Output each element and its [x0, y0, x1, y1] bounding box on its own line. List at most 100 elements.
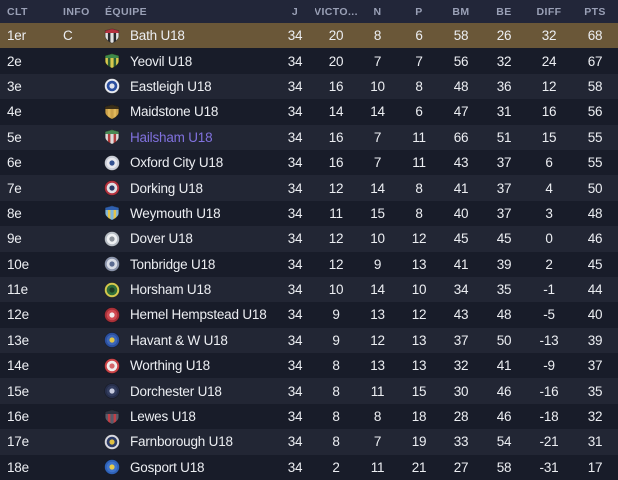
table-row[interactable]: 6e Oxford City U18 34 16 7 11 43 37 6 55: [0, 149, 618, 176]
goals-against-cell: 37: [496, 155, 512, 171]
draws-cell: 11: [370, 383, 385, 399]
table-row[interactable]: 1er C Bath U18 34 20 8 6 58 26 32 68: [0, 23, 618, 49]
played-cell: 34: [287, 332, 303, 348]
goals-against-cell: 54: [496, 434, 512, 450]
table-row[interactable]: 7e Dorking U18 34 12 14 8 41 37 4 50: [0, 175, 618, 201]
goal-diff-cell: 32: [541, 28, 557, 44]
info-cell: [52, 455, 98, 480]
team-name[interactable]: Tonbridge U18: [130, 256, 216, 272]
team-name[interactable]: Yeovil U18: [130, 53, 193, 69]
losses-cell: 13: [411, 332, 427, 348]
table-row[interactable]: 12e Hemel Hempstead U18 34 9 13 12 43 48…: [0, 302, 618, 328]
team-name[interactable]: Farnborough U18: [130, 434, 233, 450]
goals-for-cell: 45: [453, 231, 469, 247]
table-row[interactable]: 16e Lewes U18 34 8 8 18 28 46 -18 32: [0, 403, 618, 430]
team-name[interactable]: Lewes U18: [130, 409, 196, 425]
played-cell: 34: [287, 256, 303, 272]
info-cell: [52, 150, 98, 175]
maidstone-crest-icon: [104, 104, 120, 120]
team-name[interactable]: Bath U18: [130, 28, 185, 44]
team-name[interactable]: Horsham U18: [130, 282, 212, 298]
column-header-clt[interactable]: CLT: [7, 5, 28, 18]
losses-cell: 6: [415, 104, 423, 120]
team-name[interactable]: Worthing U18: [130, 358, 210, 374]
team-cell: Yeovil U18: [98, 48, 275, 73]
table-row[interactable]: 15e Dorchester U18 34 8 11 15 30 46 -16 …: [0, 378, 618, 404]
wins-cell: 12: [328, 180, 344, 196]
table-row[interactable]: 18e Gosport U18 34 2 11 21 27 58 -31 17: [0, 454, 618, 480]
column-header-victoires[interactable]: VICTO...: [315, 5, 357, 18]
losses-cell: 13: [411, 256, 427, 272]
team-cell: Dorking U18: [98, 175, 275, 200]
table-row[interactable]: 11e Horsham U18 34 10 14 10 34 35 -1 44: [0, 276, 618, 303]
table-row[interactable]: 5e Hailsham U18 34 16 7 11 66 51 15 55: [0, 124, 618, 150]
column-header-info[interactable]: INFO: [63, 5, 90, 18]
column-header-p[interactable]: P: [415, 5, 423, 18]
draws-cell: 8: [373, 28, 382, 44]
goals-for-cell: 43: [453, 155, 469, 171]
table-row[interactable]: 13e Havant & W U18 34 9 12 13 37 50 -13 …: [0, 327, 618, 354]
team-name[interactable]: Hemel Hempstead U18: [130, 307, 267, 323]
position-cell: 7e: [7, 180, 22, 196]
goals-for-cell: 66: [453, 129, 469, 145]
points-cell: 55: [587, 155, 603, 171]
worthing-crest-icon: [104, 358, 120, 374]
team-name[interactable]: Weymouth U18: [130, 205, 221, 221]
hemel-hempstead-crest-icon: [104, 307, 120, 323]
column-header-n[interactable]: N: [373, 5, 382, 18]
team-name[interactable]: Maidstone U18: [130, 104, 219, 120]
losses-cell: 7: [415, 53, 423, 69]
column-header-pts[interactable]: PTS: [584, 5, 606, 18]
goal-diff-cell: -31: [539, 459, 559, 475]
goal-diff-cell: 3: [545, 205, 553, 221]
table-row[interactable]: 10e Tonbridge U18 34 12 9 13 41 39 2 45: [0, 251, 618, 277]
team-name[interactable]: Eastleigh U18: [130, 78, 212, 94]
team-name[interactable]: Dorking U18: [130, 180, 203, 196]
table-row[interactable]: 14e Worthing U18 34 8 13 13 32 41 -9 37: [0, 353, 618, 379]
position-cell: 10e: [7, 256, 29, 272]
position-cell: 11e: [7, 282, 28, 298]
goal-diff-cell: 4: [545, 180, 553, 196]
played-cell: 34: [287, 129, 303, 145]
goals-for-cell: 37: [453, 332, 469, 348]
played-cell: 34: [287, 409, 303, 425]
table-row[interactable]: 3e Eastleigh U18 34 16 10 8 48 36 12 58: [0, 73, 618, 100]
position-cell: 17e: [7, 434, 29, 450]
goals-against-cell: 45: [496, 231, 512, 247]
yeovil-crest-icon: [104, 53, 120, 69]
team-name[interactable]: Havant & W U18: [130, 332, 228, 348]
team-name[interactable]: Gosport U18: [130, 459, 205, 475]
goals-against-cell: 35: [496, 282, 512, 298]
points-cell: 55: [587, 129, 603, 145]
column-header-equipe[interactable]: ÉQUIPE: [105, 5, 148, 18]
wins-cell: 8: [332, 358, 340, 374]
info-cell: [52, 302, 98, 327]
team-name[interactable]: Dover U18: [130, 231, 193, 247]
column-header-j[interactable]: J: [291, 5, 299, 18]
goals-for-cell: 56: [453, 53, 469, 69]
column-header-be[interactable]: BE: [496, 5, 512, 18]
team-name[interactable]: Oxford City U18: [130, 155, 224, 171]
wins-cell: 8: [332, 383, 340, 399]
column-header-diff[interactable]: DIFF: [536, 5, 562, 18]
team-name[interactable]: Dorchester U18: [130, 383, 222, 399]
losses-cell: 13: [411, 358, 427, 374]
team-cell: Hemel Hempstead U18: [98, 302, 275, 327]
table-row[interactable]: 4e Maidstone U18 34 14 14 6 47 31 16 56: [0, 99, 618, 125]
column-header-bm[interactable]: BM: [452, 5, 470, 18]
goals-against-cell: 31: [496, 104, 512, 120]
table-row[interactable]: 8e Weymouth U18 34 11 15 8 40 37 3 48: [0, 200, 618, 227]
table-header-row: CLT INFO ÉQUIPE J VICTO... N P BM BE DIF…: [0, 0, 618, 23]
havant-crest-icon: [104, 332, 120, 349]
team-name[interactable]: Hailsham U18: [130, 129, 213, 145]
goal-diff-cell: -16: [539, 383, 559, 399]
points-cell: 44: [587, 282, 603, 298]
table-row[interactable]: 17e Farnborough U18 34 8 7 19 33 54 -21 …: [0, 429, 618, 455]
goals-for-cell: 41: [453, 180, 469, 196]
team-cell: Gosport U18: [98, 455, 275, 480]
table-row[interactable]: 2e Yeovil U18 34 20 7 7 56 32 24 67: [0, 48, 618, 74]
draws-cell: 13: [370, 307, 385, 323]
points-cell: 32: [587, 409, 603, 425]
goals-against-cell: 41: [496, 358, 512, 374]
table-row[interactable]: 9e Dover U18 34 12 10 12 45 45 0 46: [0, 226, 618, 252]
